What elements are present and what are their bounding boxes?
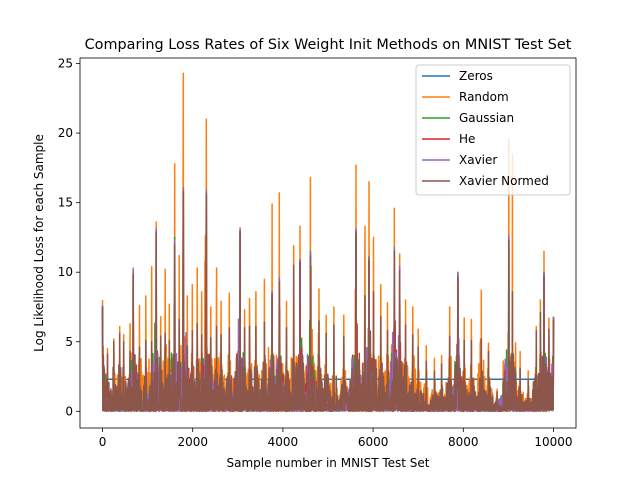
x-tick-label: 0: [99, 435, 107, 449]
legend-items: Zeros Random Gaussian He Xavier Xavier Normed: [422, 69, 549, 188]
legend: Zeros Random Gaussian He Xavier Xavier Normed: [415, 64, 571, 196]
legend-box: [415, 64, 571, 196]
legend-label: Random: [459, 90, 509, 104]
legend-label: Zeros: [459, 69, 493, 83]
y-tick-label: 25: [58, 57, 73, 71]
y-axis-label: Log Likelihood Loss for each Sample: [32, 134, 46, 352]
y-axis-ticks: 0 5 10 15 20 25: [58, 57, 80, 418]
x-axis-ticks: 0 2000 4000 6000 8000 10000: [99, 428, 573, 449]
series-layer: [101, 72, 555, 413]
legend-label: Gaussian: [459, 111, 514, 125]
y-tick-label: 20: [58, 126, 73, 140]
y-tick-label: 0: [65, 404, 73, 418]
y-tick-label: 5: [65, 335, 73, 349]
legend-label: Xavier: [459, 153, 497, 167]
y-tick-label: 10: [58, 265, 73, 279]
x-tick-label: 4000: [268, 435, 299, 449]
x-axis-label: Sample number in MNIST Test Set: [227, 456, 430, 470]
x-tick-label: 6000: [358, 435, 389, 449]
legend-label: Xavier Normed: [459, 174, 549, 188]
series-xavier-normed: [101, 190, 555, 413]
x-tick-label: 10000: [534, 435, 572, 449]
series-line: [101, 190, 555, 413]
x-tick-label: 8000: [448, 435, 479, 449]
legend-label: He: [459, 132, 475, 146]
y-tick-label: 15: [58, 196, 73, 210]
x-tick-label: 2000: [177, 435, 208, 449]
chart-title: Comparing Loss Rates of Six Weight Init …: [85, 37, 572, 53]
plot-frame: [79, 57, 577, 429]
